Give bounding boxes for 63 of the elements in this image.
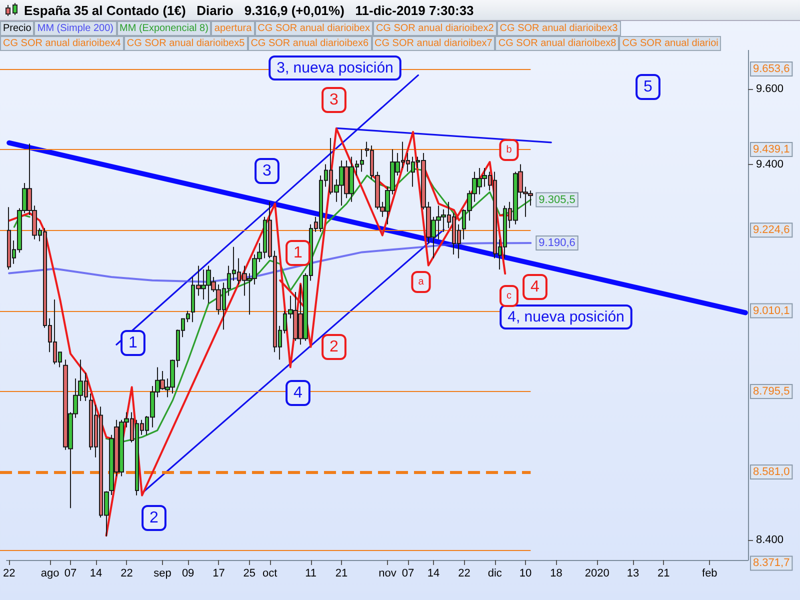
x-tick-label: 07 (64, 568, 77, 580)
text: CG SOR anual diarioibex7 (372, 36, 496, 51)
ref-line-label: 9.224,6 (753, 224, 790, 236)
text: CG SOR anual diarioibex5 (124, 36, 248, 51)
x-tick-label: 21 (658, 568, 670, 580)
x-tick-label: 22 (120, 568, 133, 580)
ref-line-label: 9.439,1 (753, 144, 790, 156)
x-tick-label: 11 (305, 568, 317, 580)
x-tick-label: 07 (402, 568, 414, 580)
x-tick-label: 22 (458, 568, 470, 580)
text: CG SOR anual diarioibex6 (248, 36, 372, 51)
annotation: 1 (294, 244, 303, 262)
x-tick-label: 25 (243, 568, 256, 580)
annotation: 3 (330, 92, 339, 108)
x-tick-label: ago (40, 568, 60, 580)
annotation: 4 (294, 384, 303, 402)
chart-title: España 35 al Contado (1€) Diario 9.316,9 (+0,01%) 11-dic-2019 7:30:33 (24, 2, 474, 18)
annotation: 4, nueva posición (508, 308, 624, 326)
annotation: 3 (262, 162, 272, 180)
x-tick-label: 21 (335, 568, 348, 580)
annotation: 2 (150, 510, 159, 526)
annotation: 2 (330, 338, 339, 356)
x-tick-label: 13 (626, 568, 640, 580)
x-tick-label: dic (488, 568, 502, 580)
annotation: 4 (530, 278, 540, 296)
ref-line-label: 8.371,7 (753, 557, 790, 570)
x-tick-label: feb (702, 568, 718, 580)
y-tick-label: 9.400 (756, 158, 784, 170)
x-tick-label: 09 (182, 568, 194, 580)
y-tick-label: 9.600 (756, 83, 784, 96)
x-tick-label: 10 (519, 568, 532, 580)
text: CG SOR anual diarioibex3 (496, 21, 621, 36)
annotation: b (506, 144, 512, 156)
text: MM (Simple 200) (34, 21, 116, 36)
annotation: a (418, 276, 424, 288)
text: CG SOR anual diarioibex4 (0, 36, 124, 51)
x-tick-label: 14 (90, 568, 102, 580)
x-tick-label: sep (154, 568, 172, 580)
text: CG SOR anual diarioi (619, 36, 722, 51)
x-tick-label: nov (378, 568, 397, 580)
text: MM (Exponencial 8) (116, 21, 212, 36)
text: Precio (0, 21, 34, 36)
x-tick-label: 17 (212, 568, 225, 580)
data-label: 9.305,5 (538, 194, 576, 206)
x-tick-label: 2020 (584, 568, 610, 580)
annotation: 3, nueva posición (276, 60, 394, 76)
ref-line-label: 9.653,6 (753, 62, 790, 75)
data-label: 9.190,6 (538, 236, 576, 249)
annotation: c (506, 290, 512, 302)
text: apertura (211, 21, 255, 36)
x-tick-label: 18 (550, 568, 562, 580)
x-tick-label: 22 (2, 568, 16, 580)
y-tick-label: 8.400 (756, 534, 784, 546)
ref-line-label: 8.795,5 (753, 385, 790, 398)
x-tick-label: oct (262, 568, 278, 580)
x-tick-label: 14 (427, 568, 440, 580)
text: CG SOR anual diarioibex2 (372, 21, 497, 36)
text: CG SOR anual diarioibex8 (495, 36, 620, 51)
annotation: 5 (644, 78, 653, 96)
ref-line-label: 8.581,0 (753, 466, 790, 478)
annotation: 1 (128, 334, 138, 352)
text: CG SOR anual diarioibex (254, 21, 373, 36)
ref-line-label: 9.010,1 (753, 304, 790, 317)
